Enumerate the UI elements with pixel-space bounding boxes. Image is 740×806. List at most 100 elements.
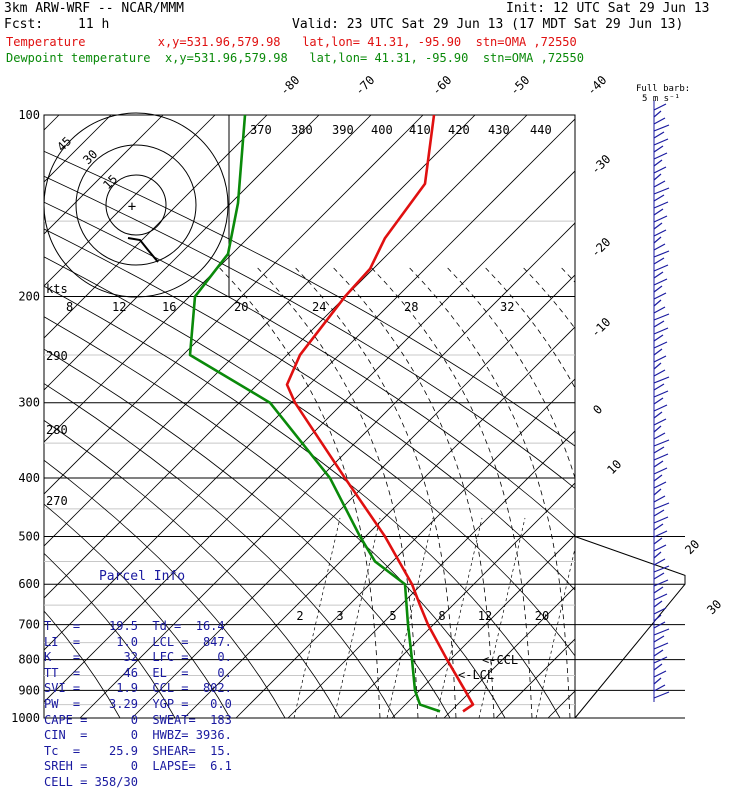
wind-barb [653, 201, 669, 209]
isotherm-label: -60 [429, 73, 454, 98]
pressure-label: 600 [18, 577, 40, 591]
wind-barb [653, 215, 668, 223]
wind-barb [653, 159, 663, 167]
theta-label: 380 [291, 123, 313, 137]
wind-barb [653, 152, 668, 160]
isotherm-label: 20 [682, 537, 702, 557]
isotherm-line [44, 115, 164, 235]
parcel-info-row: K = 32 LFC = 0. [44, 650, 232, 665]
wind-barb [653, 432, 666, 440]
wind-barb [653, 684, 666, 692]
wind-barb [653, 117, 666, 125]
hodograph-speed-label: 32 [500, 300, 514, 314]
wind-barb [653, 691, 670, 699]
isotherm-label: -20 [588, 235, 613, 260]
wind-barb [653, 292, 667, 300]
model-title: 3km ARW-WRF -- NCAR/MMM [4, 1, 185, 16]
dry-adiabat [44, 503, 231, 718]
isotherm-label: -80 [277, 73, 302, 98]
pressure-label: 900 [18, 683, 40, 697]
pressure-label: 300 [18, 396, 40, 410]
wind-barb [653, 544, 667, 552]
lcl-marker: <-CCL [482, 653, 518, 667]
isotherm-line [287, 430, 575, 718]
wind-barb [653, 264, 669, 272]
isotherm-label: -40 [584, 73, 609, 98]
theta-label: 420 [448, 123, 470, 137]
wind-barb [653, 642, 669, 650]
pressure-label: 100 [18, 108, 40, 122]
parcel-info-row: T = 19.5 Td = 16.4 [44, 618, 225, 633]
parcel-info-row: PW = 3.29 YGP = 0.0 [44, 696, 232, 711]
hodograph-center: + [128, 199, 136, 215]
full-barb-unit: 5 m s⁻¹ [642, 94, 680, 104]
wind-barb [653, 180, 666, 188]
wind-barb [653, 355, 667, 363]
mixing-ratio-label: 8 [438, 609, 445, 623]
isotherm-label: -30 [588, 152, 613, 177]
moist-adiabat [561, 267, 575, 283]
isotherm-label: 10 [604, 457, 624, 477]
dry-adiabat [44, 459, 286, 718]
wind-barb [653, 649, 664, 657]
isotherm-line [339, 482, 575, 718]
dry-adiabat [44, 150, 575, 447]
wind-barb [653, 572, 665, 580]
mixing-ratio-line [535, 546, 575, 718]
wind-barb [653, 313, 670, 321]
wind-barb [653, 677, 662, 685]
isotherm-line [391, 534, 575, 718]
wind-barb [653, 558, 666, 566]
hodograph-ring [75, 144, 197, 266]
theta-label: 370 [250, 123, 272, 137]
parcel-info-row: SVI = 1.9 CCL = 802. [44, 681, 232, 696]
wind-barb [653, 208, 664, 216]
wind-barb [653, 481, 667, 489]
isotherm-line [131, 274, 575, 718]
lcl-marker: <-LCL [458, 668, 494, 682]
dry-adiabat [44, 285, 561, 718]
wind-barb [653, 194, 665, 202]
dry-adiabat [44, 228, 575, 591]
isotherm-line [547, 690, 575, 718]
pressure-label: 200 [18, 290, 40, 304]
wind-barb [653, 299, 662, 307]
wind-barb [653, 411, 663, 419]
isotherm-line [44, 115, 216, 287]
wind-barb [653, 103, 667, 111]
dry-adiabat [44, 348, 451, 718]
theta-label: 400 [371, 123, 393, 137]
mixing-ratio-label: 3 [336, 609, 343, 623]
wind-barb [653, 488, 662, 496]
wind-barb [653, 285, 663, 293]
wind-barb [653, 334, 664, 342]
wind-barb [653, 306, 666, 314]
dry-adiabat [44, 175, 575, 490]
full-barb-label: Full barb: [636, 84, 691, 94]
isotherm-line [600, 115, 740, 718]
wind-barb [653, 138, 669, 146]
wind-barb [653, 187, 670, 195]
wind-barb [653, 509, 665, 517]
isotherm-label: -10 [588, 315, 613, 340]
wind-barb [653, 110, 662, 118]
isotherm-label: 30 [704, 597, 724, 617]
hodograph-speed-label: 16 [162, 300, 176, 314]
wind-barb [653, 656, 668, 664]
theta-label: 430 [488, 123, 510, 137]
isotherm-line [652, 115, 740, 718]
hodograph-ring-label: 45 [54, 134, 74, 154]
isotherm-line [44, 115, 424, 495]
wind-barb [653, 495, 666, 503]
wind-barb [653, 670, 667, 678]
theta-label: 440 [530, 123, 552, 137]
forecast-label: Fcst: [4, 17, 44, 32]
theta-label: 410 [409, 123, 431, 137]
wind-barb [653, 166, 667, 174]
isotherm-line [495, 638, 575, 718]
pressure-label: 800 [18, 653, 40, 667]
wind-barb [653, 173, 662, 181]
wind-barb [653, 551, 662, 559]
wind-barb [653, 621, 666, 629]
dewpoint-profile [188, 114, 441, 713]
